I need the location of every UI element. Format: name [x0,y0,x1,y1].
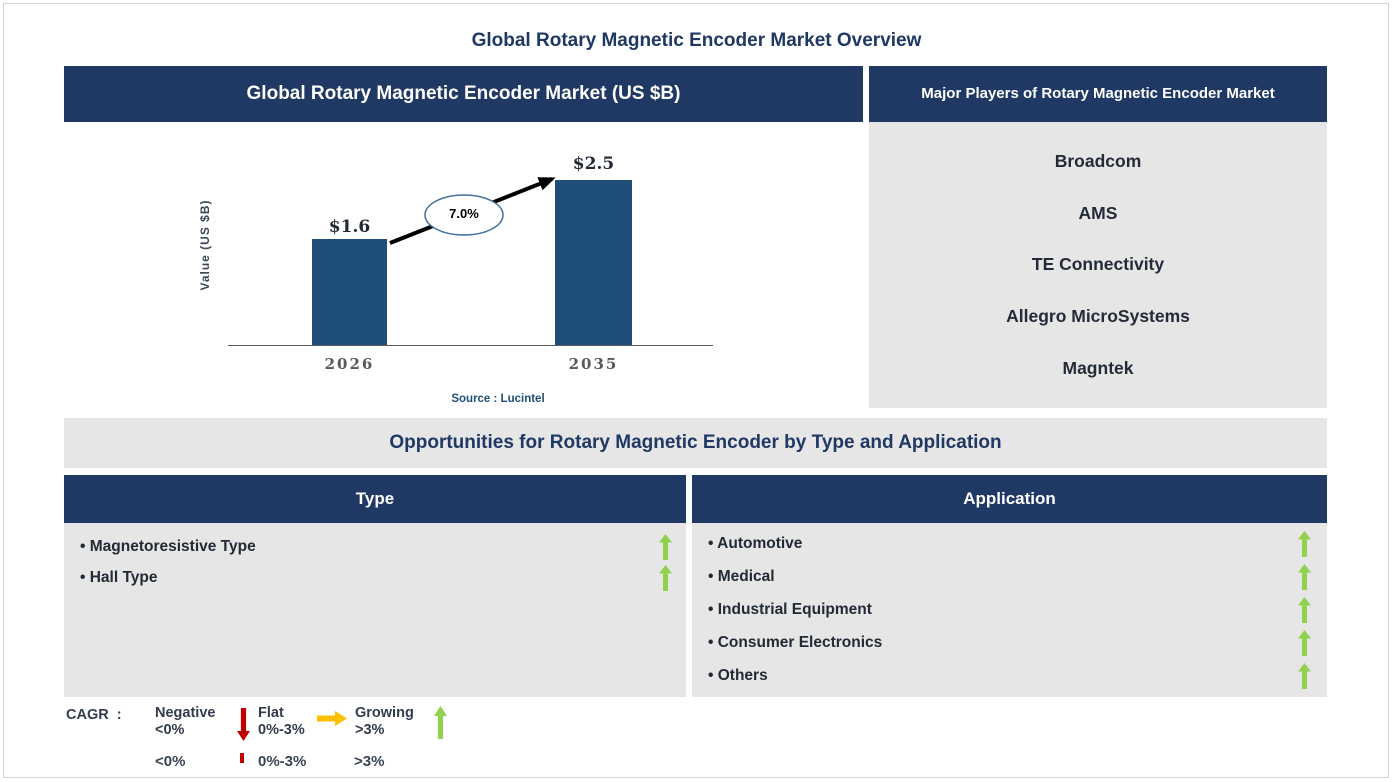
type-column-header: Type [64,475,686,523]
growing-up-arrow-icon [1298,564,1311,591]
growing-up-arrow-icon [434,706,447,739]
type-item-label: Hall Type [80,569,158,587]
list-item: Magnetoresistive Type [80,531,672,562]
type-column-body: Magnetoresistive Type Hall Type [64,523,686,697]
type-header-label: Type [355,489,395,508]
bar-2035 [555,180,632,345]
list-item: Medical [708,562,1311,593]
application-header-label: Application [963,489,1056,508]
flat-right-arrow-icon [317,711,347,726]
growing-up-arrow-icon [1298,596,1311,623]
growth-arrow-annotation [389,177,556,245]
market-chart-header-label: Global Rotary Magnetic Encoder Market (U… [246,83,681,104]
legend-negative-range: <0% [155,722,185,738]
opportunities-title: Opportunities for Rotary Magnetic Encode… [389,432,1002,453]
list-item: Consumer Electronics [708,627,1311,658]
major-players-header: Major Players of Rotary Magnetic Encoder… [869,66,1327,122]
legend-negative: Negative <0% [155,705,215,739]
page-title: Global Rotary Magnetic Encoder Market Ov… [471,30,922,51]
legend-growing-label: Growing [355,705,414,721]
application-item-label: Consumer Electronics [708,634,883,652]
clipped-down-arrow-icon [240,753,244,763]
x-tick-2026: 2026 [324,355,375,373]
application-item-label: Medical [708,568,775,586]
player-name: AMS [1078,202,1118,223]
application-item-label: Automotive [708,535,802,553]
growing-up-arrow-icon [659,533,672,560]
growing-up-arrow-icon [1298,629,1311,656]
legend-flat-range: 0%-3% [258,722,305,738]
growing-up-arrow-icon [659,564,672,591]
legend-flat-label: Flat [258,705,284,721]
opportunities-title-band: Opportunities for Rotary Magnetic Encode… [64,418,1327,468]
clipped-range: >3% [354,753,385,766]
legend-growing-range: >3% [355,722,385,738]
clipped-legend-row: <0% 0%-3% >3% [0,753,1393,766]
application-item-label: Others [708,667,768,685]
legend-growing: Growing >3% [355,705,414,739]
major-players-panel: Broadcom AMS TE Connectivity Allegro Mic… [869,122,1327,408]
cagr-legend-prefix: CAGR : [66,707,122,723]
player-name: Allegro MicroSystems [1006,306,1190,327]
type-item-label: Magnetoresistive Type [80,538,256,556]
bar-2026 [312,239,387,345]
major-players-header-label: Major Players of Rotary Magnetic Encoder… [921,85,1275,103]
market-bar-chart: Value (US $B) $1.6 $2.5 7.0% 2026 2035 S… [64,122,863,410]
x-axis-line [228,345,713,346]
legend-flat: Flat 0%-3% [258,705,305,739]
list-item: Others [708,660,1311,691]
list-item: Automotive [708,529,1311,560]
cagr-annotation: 7.0% [449,206,479,221]
player-name: Magntek [1062,357,1134,378]
application-item-label: Industrial Equipment [708,601,872,619]
bar-value-label-2035: $2.5 [572,154,615,174]
growing-up-arrow-icon [1298,531,1311,558]
clipped-range: <0% [155,753,186,766]
x-tick-2035: 2035 [568,355,619,373]
application-column-header: Application [692,475,1327,523]
list-item: Industrial Equipment [708,594,1311,625]
growing-up-arrow-icon [1298,662,1311,689]
list-item: Hall Type [80,562,672,593]
source-note: Source : Lucintel [451,393,545,405]
clipped-range: 0%-3% [258,753,307,766]
legend-negative-label: Negative [155,705,216,721]
market-chart-header: Global Rotary Magnetic Encoder Market (U… [64,66,863,122]
application-column-body: Automotive Medical Industrial Equipment … [692,523,1327,697]
bar-value-label-2026: $1.6 [328,217,371,237]
player-name: TE Connectivity [1031,254,1165,275]
player-name: Broadcom [1054,151,1142,172]
negative-down-arrow-icon [237,708,250,741]
